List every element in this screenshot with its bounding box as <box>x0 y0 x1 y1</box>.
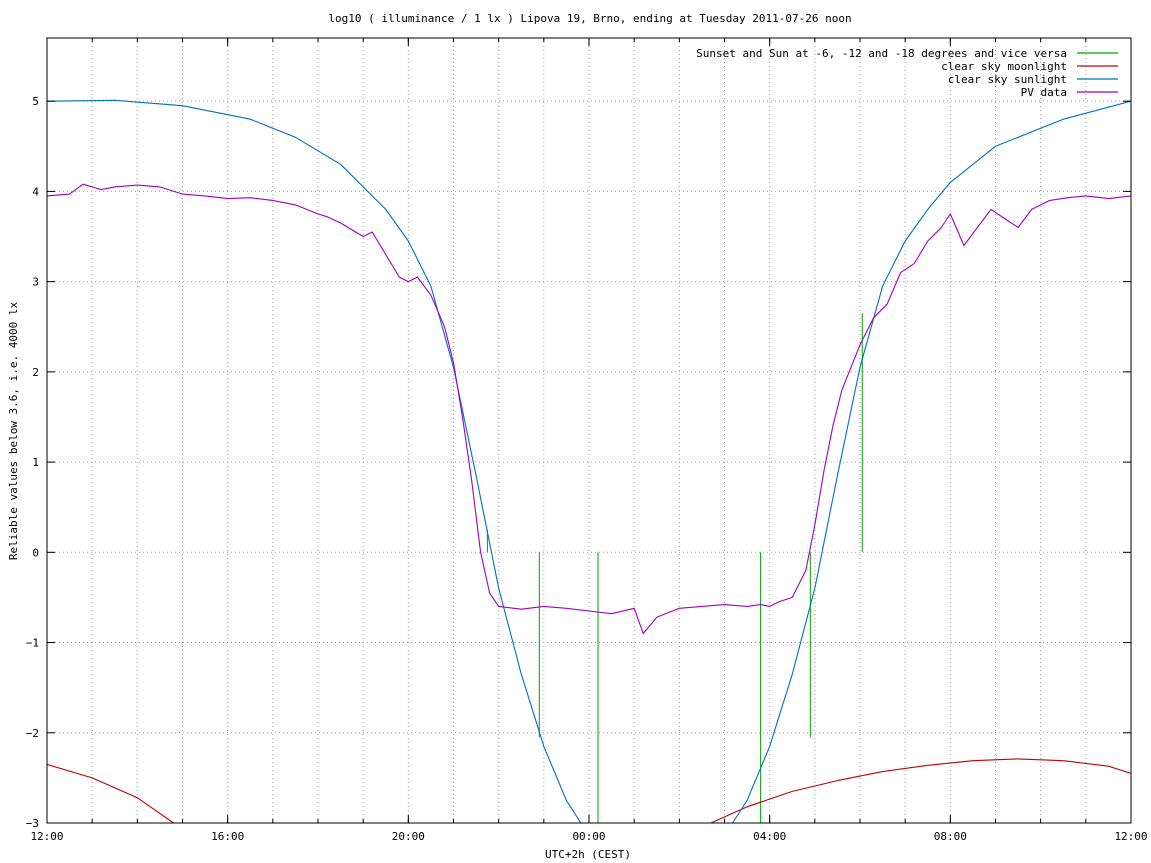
y-tick-label: −3 <box>26 817 39 830</box>
axis-ticks: 12:00 16:00 20:00 00:00 04:00 08:00 12:00−3−2−… <box>26 38 1148 843</box>
x-tick-label: 16:00 <box>211 830 244 843</box>
y-axis-label: Reliable values below 3.6, i.e. 4000 lx <box>7 301 20 560</box>
series-line-clear-sky-moonlight <box>47 758 1131 823</box>
x-tick-label: 12:00 <box>1114 830 1147 843</box>
x-tick-label: 08:00 <box>934 830 967 843</box>
x-axis-label: UTC+2h (CEST) <box>545 848 631 861</box>
y-tick-label: 2 <box>32 366 39 379</box>
x-tick-label: 12:00 <box>30 830 63 843</box>
grid <box>47 38 1131 824</box>
chart-title: log10 ( illuminance / 1 lx ) Lipova 19, … <box>328 12 851 25</box>
x-tick-label: 00:00 <box>572 830 605 843</box>
legend-label: clear sky moonlight <box>941 60 1067 73</box>
legend-label: Sunset and Sun at -6, -12 and -18 degree… <box>696 47 1067 60</box>
y-tick-label: 0 <box>32 546 39 559</box>
plot-series <box>47 99 1131 823</box>
x-tick-label: 04:00 <box>753 830 786 843</box>
series-line-pv-data <box>47 183 1131 635</box>
y-tick-label: 4 <box>32 185 39 198</box>
x-tick-label: 20:00 <box>392 830 425 843</box>
legend: Sunset and Sun at -6, -12 and -18 degree… <box>696 47 1118 99</box>
y-tick-label: 5 <box>32 95 39 108</box>
y-tick-label: −2 <box>26 727 39 740</box>
legend-label: PV data <box>1021 86 1067 99</box>
series-line-clear-sky-sunlight <box>47 99 1131 823</box>
y-tick-label: 3 <box>32 276 39 289</box>
y-tick-label: 1 <box>32 456 39 469</box>
y-tick-label: −1 <box>26 637 39 650</box>
legend-label: clear sky sunlight <box>948 73 1067 86</box>
